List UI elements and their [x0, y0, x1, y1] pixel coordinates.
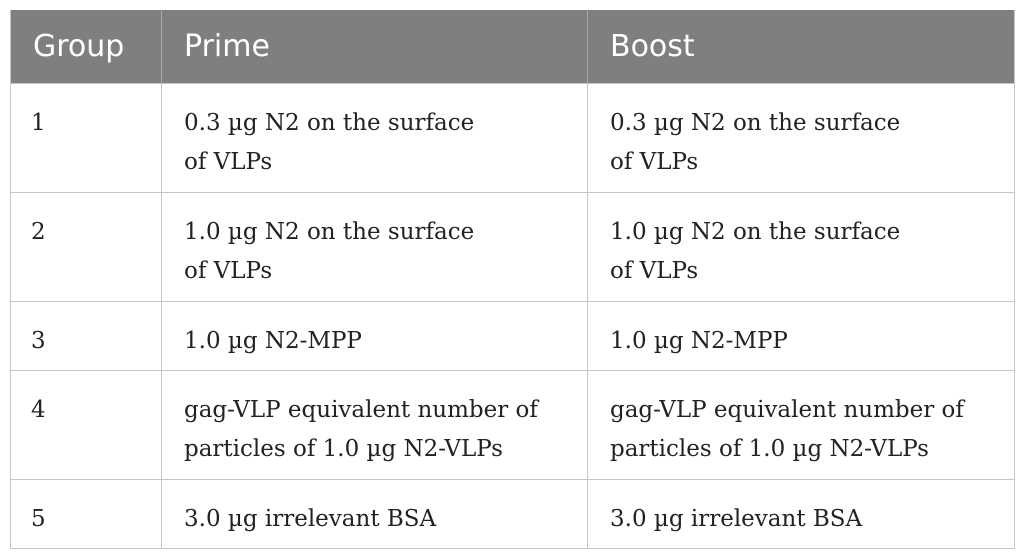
boost-line: 0.3 µg N2 on the surface [610, 110, 901, 136]
prime-cell: 3.0 µg irrelevant BSA [161, 479, 588, 549]
boost-line: gag-VLP equivalent number of [610, 397, 964, 423]
table-row: 3 1.0 µg N2-MPP 1.0 µg N2-MPP [10, 301, 1015, 371]
prime-line: 1.0 µg N2-MPP [184, 328, 362, 354]
prime-cell: 1.0 µg N2 on the surface of VLPs [161, 192, 588, 302]
prime-line: gag-VLP equivalent number of [184, 397, 538, 423]
prime-cell: 1.0 µg N2-MPP [161, 301, 588, 371]
boost-cell: 1.0 µg N2 on the surface of VLPs [587, 192, 1015, 302]
table-header: Group Prime Boost [10, 10, 1015, 84]
boost-line: 1.0 µg N2-MPP [610, 328, 788, 354]
table-body: 1 0.3 µg N2 on the surface of VLPs 0.3 µ… [10, 83, 1015, 549]
boost-line: of VLPs [610, 258, 699, 284]
group-cell: 5 [10, 479, 162, 549]
table-row: 5 3.0 µg irrelevant BSA 3.0 µg irrelevan… [10, 479, 1015, 549]
boost-cell: 3.0 µg irrelevant BSA [587, 479, 1015, 549]
boost-cell: 0.3 µg N2 on the surface of VLPs [587, 83, 1015, 193]
boost-cell: 1.0 µg N2-MPP [587, 301, 1015, 371]
groups-table: Group Prime Boost 1 0.3 µg N2 on the sur… [10, 10, 1015, 549]
group-cell: 1 [10, 83, 162, 193]
prime-cell: gag-VLP equivalent number of particles o… [161, 370, 588, 480]
table-row: 1 0.3 µg N2 on the surface of VLPs 0.3 µ… [10, 83, 1015, 193]
header-group: Group [10, 10, 162, 84]
boost-cell: gag-VLP equivalent number of particles o… [587, 370, 1015, 480]
table-row: 4 gag-VLP equivalent number of particles… [10, 370, 1015, 480]
group-cell: 3 [10, 301, 162, 371]
prime-line: of VLPs [184, 149, 273, 175]
prime-line: 1.0 µg N2 on the surface [184, 219, 475, 245]
prime-line: particles of 1.0 µg N2-VLPs [184, 436, 503, 462]
header-boost: Boost [587, 10, 1015, 84]
header-row: Group Prime Boost [10, 10, 1015, 84]
group-cell: 2 [10, 192, 162, 302]
prime-line: 0.3 µg N2 on the surface [184, 110, 475, 136]
boost-line: 3.0 µg irrelevant BSA [610, 506, 863, 532]
boost-line: of VLPs [610, 149, 699, 175]
table-row: 2 1.0 µg N2 on the surface of VLPs 1.0 µ… [10, 192, 1015, 302]
prime-cell: 0.3 µg N2 on the surface of VLPs [161, 83, 588, 193]
boost-line: particles of 1.0 µg N2-VLPs [610, 436, 929, 462]
prime-line: of VLPs [184, 258, 273, 284]
boost-line: 1.0 µg N2 on the surface [610, 219, 901, 245]
prime-line: 3.0 µg irrelevant BSA [184, 506, 437, 532]
group-cell: 4 [10, 370, 162, 480]
header-prime: Prime [161, 10, 588, 84]
